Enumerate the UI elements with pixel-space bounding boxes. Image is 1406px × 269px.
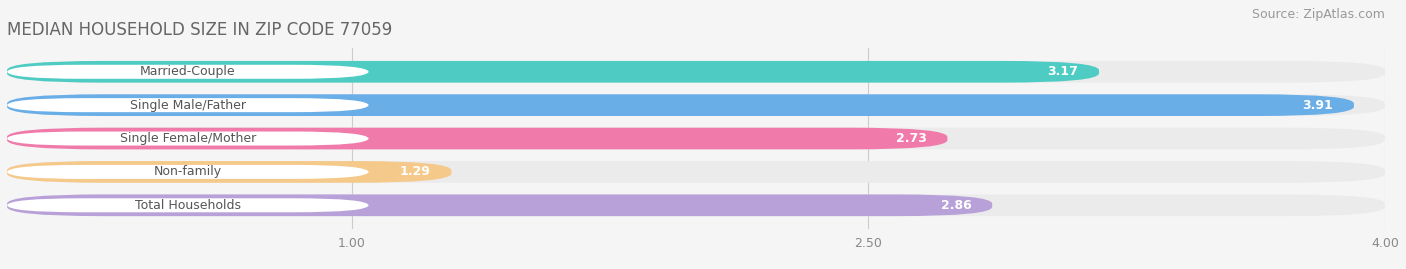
Text: Total Households: Total Households <box>135 199 240 212</box>
FancyBboxPatch shape <box>7 165 368 179</box>
FancyBboxPatch shape <box>7 61 1385 83</box>
FancyBboxPatch shape <box>7 132 368 146</box>
FancyBboxPatch shape <box>7 94 1354 116</box>
Text: 3.91: 3.91 <box>1302 99 1333 112</box>
FancyBboxPatch shape <box>7 128 1385 149</box>
FancyBboxPatch shape <box>7 161 451 183</box>
FancyBboxPatch shape <box>7 198 368 212</box>
FancyBboxPatch shape <box>7 94 1385 116</box>
Text: Single Female/Mother: Single Female/Mother <box>120 132 256 145</box>
FancyBboxPatch shape <box>7 128 948 149</box>
FancyBboxPatch shape <box>7 65 368 79</box>
FancyBboxPatch shape <box>7 194 1385 216</box>
Text: 2.73: 2.73 <box>896 132 927 145</box>
Text: 2.86: 2.86 <box>941 199 972 212</box>
Text: 1.29: 1.29 <box>399 165 430 178</box>
Text: Single Male/Father: Single Male/Father <box>129 99 246 112</box>
FancyBboxPatch shape <box>7 98 368 112</box>
FancyBboxPatch shape <box>7 194 993 216</box>
FancyBboxPatch shape <box>7 61 1099 83</box>
Text: Married-Couple: Married-Couple <box>141 65 236 78</box>
Text: Non-family: Non-family <box>153 165 222 178</box>
Text: Source: ZipAtlas.com: Source: ZipAtlas.com <box>1251 8 1385 21</box>
Text: MEDIAN HOUSEHOLD SIZE IN ZIP CODE 77059: MEDIAN HOUSEHOLD SIZE IN ZIP CODE 77059 <box>7 20 392 38</box>
Text: 3.17: 3.17 <box>1047 65 1078 78</box>
FancyBboxPatch shape <box>7 161 1385 183</box>
